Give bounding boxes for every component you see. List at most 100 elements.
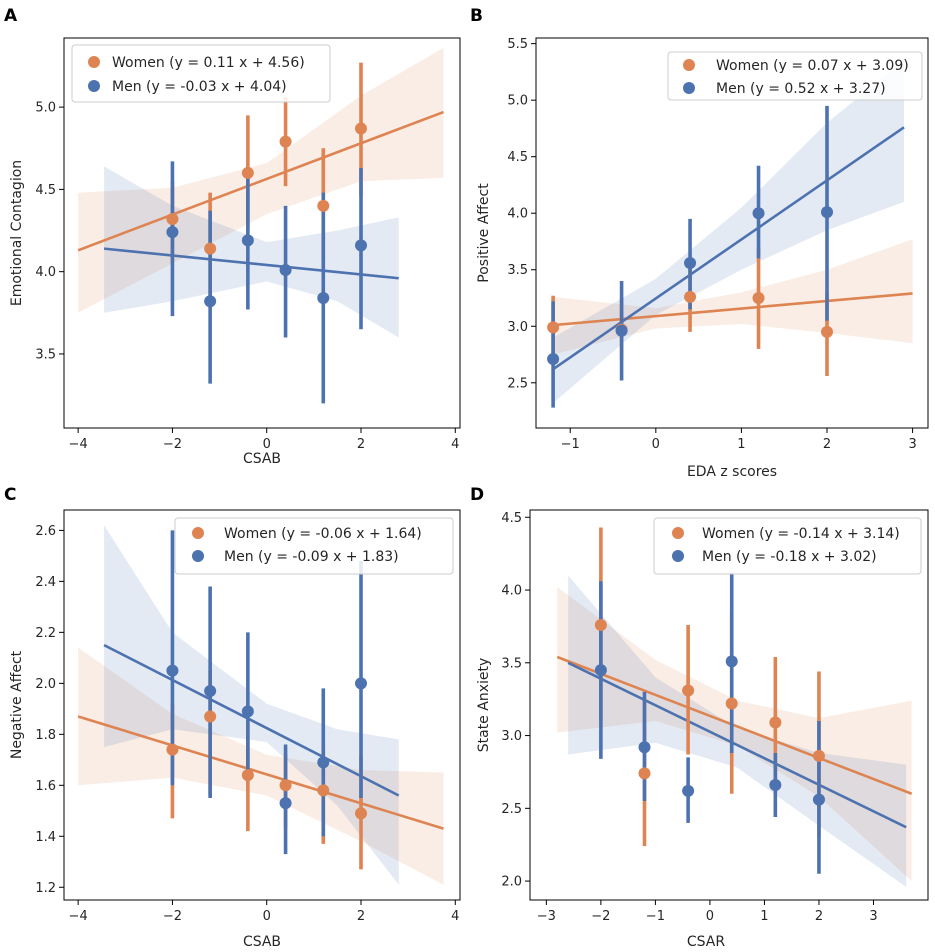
y-tick-label: 4.5 — [35, 183, 56, 198]
data-point-men — [279, 264, 292, 277]
legend-label-women: Women (y = -0.06 x + 1.64) — [224, 526, 422, 542]
x-axis-label: CSAR — [687, 934, 725, 950]
legend-label-men: Men (y = -0.03 x + 4.04) — [112, 79, 287, 95]
data-point-men — [317, 756, 330, 769]
x-tick-label: 4 — [451, 437, 459, 452]
data-point-women — [204, 710, 217, 723]
x-tick-label: 0 — [263, 437, 271, 452]
panel-letter: D — [470, 485, 484, 505]
data-point-women — [355, 122, 367, 135]
data-point-men — [279, 797, 292, 810]
legend-label-men: Men (y = -0.18 x + 3.02) — [702, 549, 877, 565]
data-point-men — [204, 684, 217, 697]
data-point-men — [812, 793, 825, 806]
data-point-women — [279, 779, 292, 792]
y-tick-label: 3.0 — [507, 320, 528, 335]
ci-band-women — [78, 647, 444, 885]
y-tick-label: 3.5 — [501, 656, 522, 671]
data-point-women — [812, 749, 825, 762]
legend-marker-men — [683, 82, 695, 94]
x-tick-label: 2 — [357, 437, 365, 452]
data-point-men — [821, 206, 834, 219]
data-point-women — [684, 290, 697, 303]
legend-label-women: Women (y = 0.07 x + 3.09) — [716, 58, 909, 74]
x-tick-label: 3 — [908, 437, 916, 452]
data-point-men — [594, 664, 607, 677]
regression-line-women — [556, 655, 913, 795]
y-tick-label: 3.5 — [507, 263, 528, 278]
y-tick-label: 4.5 — [507, 150, 528, 165]
ci-band-men — [104, 525, 399, 885]
plot-frame — [529, 509, 929, 901]
x-tick-label: 2 — [357, 909, 365, 924]
x-tick-label: −3 — [537, 909, 556, 924]
y-tick-label: 2.2 — [35, 626, 56, 641]
data-point-women — [725, 697, 738, 710]
panel-c: C −4 −2 0 2 4 1.2 1.4 1.6 1.8 2.0 2.2 2.4 2.6 CSAB N… — [4, 485, 461, 950]
x-tick-label: 0 — [706, 909, 714, 924]
ci-band-women — [557, 587, 912, 882]
data-point-men — [241, 705, 254, 718]
legend-box — [71, 44, 331, 103]
data-point-men — [725, 655, 738, 668]
x-tick-label: −2 — [591, 909, 610, 924]
y-tick-label: 3.0 — [501, 729, 522, 744]
data-point-men — [355, 239, 367, 252]
data-point-women — [355, 807, 367, 820]
x-tick-label: −1 — [561, 437, 580, 452]
legend-marker-women — [672, 527, 684, 539]
x-tick-label: −1 — [646, 909, 665, 924]
x-tick-label: 4 — [451, 909, 459, 924]
panel-letter: A — [4, 6, 18, 26]
legend-marker-women — [683, 59, 695, 71]
data-point-women — [547, 321, 560, 334]
x-tick-label: 2 — [823, 437, 831, 452]
panel-letter: B — [470, 6, 483, 26]
y-tick-label: 4.5 — [501, 511, 522, 526]
plot-frame — [63, 509, 461, 901]
plot-frame — [535, 37, 929, 429]
data-point-men — [317, 292, 330, 304]
data-point-men — [682, 784, 695, 797]
data-point-men — [241, 234, 254, 247]
y-tick-label: 1.6 — [35, 779, 56, 794]
y-tick-label: 1.2 — [35, 881, 56, 896]
ci-band-women — [553, 239, 913, 355]
x-axis-label: CSAB — [243, 451, 281, 467]
plot-frame — [63, 37, 461, 429]
data-point-men — [769, 779, 782, 792]
y-tick-label: 3.5 — [35, 347, 56, 362]
data-point-women — [241, 166, 254, 179]
x-tick-label: 1 — [760, 909, 768, 924]
legend: Women (y = 0.07 x + 3.09) Men (y = 0.52 … — [667, 51, 923, 101]
x-axis-label: CSAB — [243, 934, 281, 950]
y-tick-label: 1.8 — [35, 728, 56, 743]
y-tick-label: 1.4 — [35, 830, 56, 845]
regression-line-men — [552, 126, 905, 371]
regression-line-women — [77, 715, 444, 830]
legend-box — [174, 517, 454, 575]
y-tick-label: 5.5 — [507, 37, 528, 52]
legend-marker-men — [192, 550, 204, 562]
y-tick-label: 2.4 — [35, 575, 56, 590]
x-tick-label: 3 — [869, 909, 877, 924]
data-point-women — [638, 767, 651, 780]
data-point-men — [547, 353, 560, 366]
y-axis-label: Negative Affect — [9, 650, 25, 759]
x-axis-label: EDA z scores — [687, 464, 777, 480]
panel-b: B −1 0 1 2 3 2.5 3.0 3.5 4.0 4.5 5.0 5.5 EDA z scor… — [470, 6, 929, 480]
legend-label-women: Women (y = -0.14 x + 3.14) — [702, 526, 900, 542]
y-tick-label: 4.0 — [501, 584, 522, 599]
data-point-women — [317, 199, 330, 212]
regression-line-men — [103, 643, 400, 797]
y-axis-label: Emotional Contagion — [9, 160, 25, 306]
data-point-women — [594, 618, 607, 631]
panel-letter: C — [4, 485, 16, 505]
x-tick-label: −2 — [163, 437, 182, 452]
x-tick-label: 0 — [263, 909, 271, 924]
data-point-men — [166, 664, 179, 677]
y-tick-label: 2.5 — [501, 802, 522, 817]
data-point-women — [204, 242, 217, 255]
y-tick-label: 2.0 — [35, 677, 56, 692]
